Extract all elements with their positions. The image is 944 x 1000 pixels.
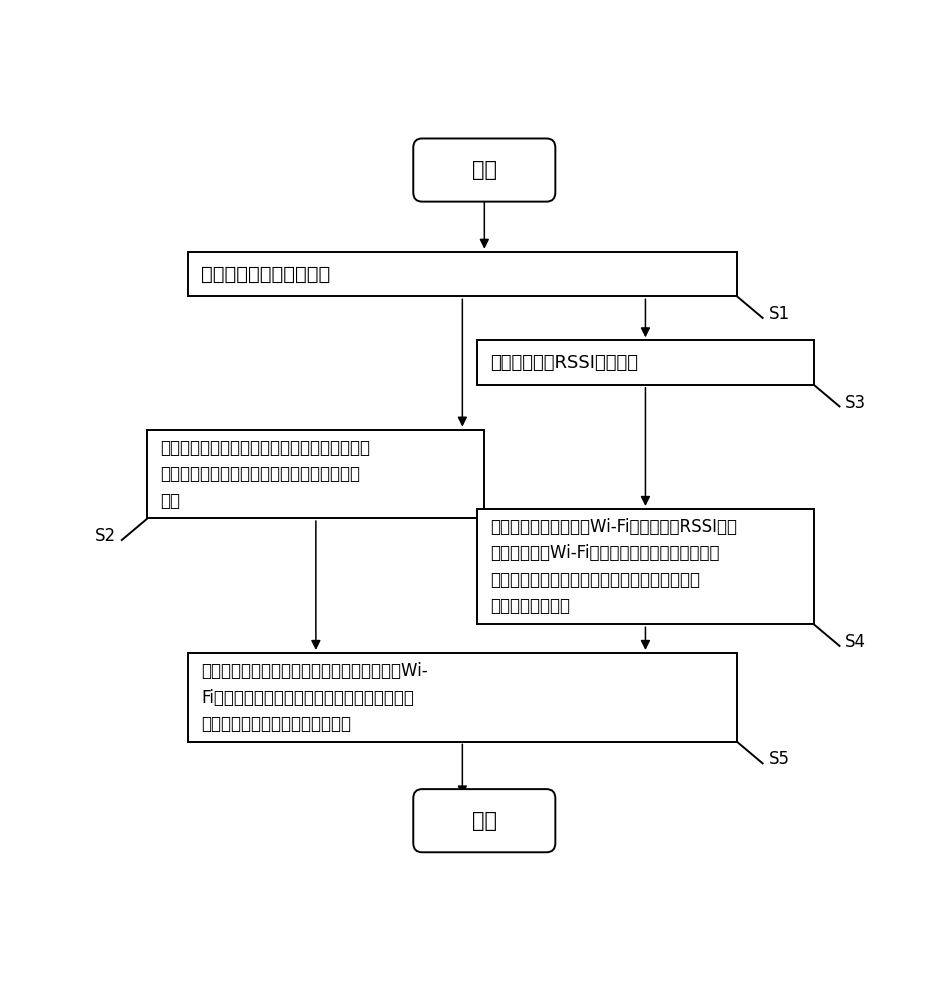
FancyBboxPatch shape [413, 138, 555, 202]
Text: S3: S3 [845, 394, 866, 412]
Text: 对目标对象在视频监控定位阶段的运动轨迹和Wi-
Fi定位分析阶段的运动轨迹进行匹配分析，输出
并存储目标对象的追踪分析结果。: 对目标对象在视频监控定位阶段的运动轨迹和Wi- Fi定位分析阶段的运动轨迹进行匹… [201, 662, 427, 733]
Bar [147, 430, 483, 518]
Bar [477, 340, 813, 385]
Text: S4: S4 [845, 633, 866, 651]
Text: 建立监控区域RSSI指纹列表: 建立监控区域RSSI指纹列表 [490, 354, 637, 372]
Text: S2: S2 [94, 527, 116, 545]
Text: 开始: 开始 [471, 160, 497, 180]
FancyBboxPatch shape [413, 789, 555, 852]
Bar [188, 252, 736, 296]
Text: 建立监控区域地面坐标系: 建立监控区域地面坐标系 [201, 264, 329, 284]
Text: S1: S1 [767, 305, 789, 323]
Text: 实时扫描区域内出现的Wi-Fi终端，利用RSSI指纹
匹配技术定位Wi-Fi终端的位置，通过与目标对象
的对应关系，分析并记录目标对象出现的时间、
位置和运动轨: 实时扫描区域内出现的Wi-Fi终端，利用RSSI指纹 匹配技术定位Wi-Fi终端… [490, 518, 736, 615]
Text: S5: S5 [767, 750, 788, 768]
Text: 结束: 结束 [471, 811, 497, 831]
Text: 实时视频监控并识别区域内出现的目标对象，分
析并记录目标对象出现的时间、位置和运动轨
迹。: 实时视频监控并识别区域内出现的目标对象，分 析并记录目标对象出现的时间、位置和运… [160, 439, 370, 510]
Bar [188, 653, 736, 742]
Bar [477, 509, 813, 624]
